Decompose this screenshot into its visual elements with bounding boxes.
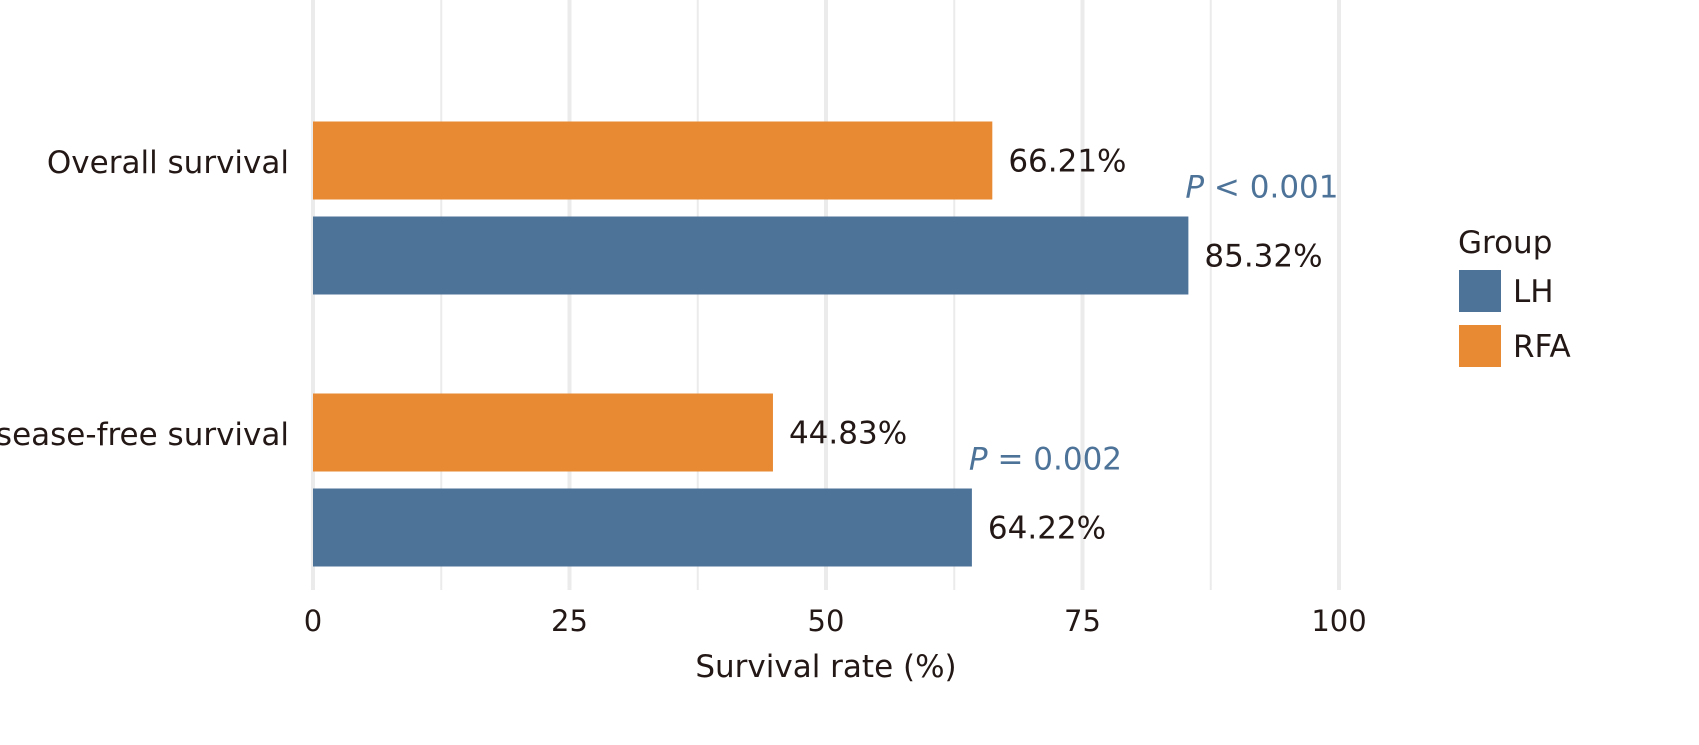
value-label-rfa: 66.21% (1008, 144, 1126, 180)
bar-lh-overall-survival (313, 216, 1189, 295)
x-tick-labels: 0 25 50 75 100 (304, 604, 1367, 638)
value-label-rfa: 44.83% (789, 416, 907, 452)
bar-rfa-overall-survival (313, 121, 993, 200)
legend: Group LH RFA (1458, 225, 1571, 367)
p-value-annotation: P = 0.002 (969, 442, 1122, 478)
x-tick-label: 25 (551, 604, 588, 638)
legend-swatch-lh (1459, 270, 1501, 312)
gridlines (311, 0, 1341, 590)
legend-label-rfa: RFA (1513, 329, 1571, 365)
x-tick-label: 75 (1064, 604, 1101, 638)
data-labels: 66.21% 85.32% 44.83% 64.22% P < 0.001 P = 0.0… (789, 144, 1339, 547)
category-label: Overall survival (47, 145, 289, 181)
legend-title: Group (1458, 225, 1552, 261)
x-axis-title: Survival rate (%) (695, 649, 956, 685)
bar-lh-disease-free-survival (313, 488, 972, 567)
category-label: Disease-free survival (0, 417, 289, 453)
category-labels: Overall survival Disease-free survival (0, 145, 289, 453)
legend-label-lh: LH (1513, 274, 1554, 310)
bars (313, 121, 1189, 567)
p-value-annotation: P < 0.001 (1185, 170, 1338, 206)
x-tick-label: 100 (1311, 604, 1366, 638)
bar-rfa-disease-free-survival (313, 393, 773, 472)
x-tick-label: 50 (808, 604, 845, 638)
legend-swatch-rfa (1459, 325, 1501, 367)
value-label-lh: 85.32% (1204, 239, 1322, 275)
x-tick-label: 0 (304, 604, 322, 638)
value-label-lh: 64.22% (988, 511, 1106, 547)
